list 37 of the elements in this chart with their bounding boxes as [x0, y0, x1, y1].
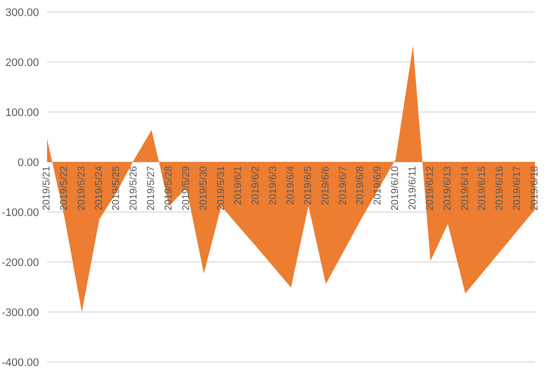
x-tick-label: 2019/5/29: [180, 166, 192, 210]
x-tick-label: 2019/5/23: [76, 166, 88, 210]
y-tick-label: -200.00: [2, 256, 39, 269]
x-tick-label: 2019/5/24: [94, 166, 105, 210]
x-tick-label: 2019/5/22: [58, 166, 70, 210]
x-tick-label: 2019/6/18: [530, 166, 540, 210]
x-tick-label: 2019/6/6: [320, 166, 332, 205]
x-tick-label: 2019/6/8: [355, 166, 366, 205]
y-tick-label: 100.00: [5, 106, 39, 119]
x-tick-label: 2019/6/14: [460, 166, 471, 210]
x-tick-label: 2019/6/12: [424, 166, 436, 210]
x-tick-label: 2019/5/26: [128, 166, 140, 210]
y-tick-label: -100.00: [2, 206, 39, 219]
x-tick-label: 2019/5/30: [198, 166, 210, 210]
x-tick-label: 2019/6/11: [408, 166, 418, 210]
x-tick-label: 2019/6/10: [390, 166, 402, 210]
y-tick-label: 200.00: [5, 56, 39, 69]
x-tick-label: 2019/6/1: [233, 166, 244, 205]
x-tick-label: 2019/6/15: [477, 166, 488, 210]
x-tick-label: 2019/6/9: [372, 166, 384, 205]
x-tick-label: 2019/5/25: [111, 166, 122, 210]
y-tick-label: -400.00: [2, 356, 39, 369]
x-tick-label: 2019/6/3: [268, 166, 280, 205]
y-tick-label: 300.00: [5, 6, 39, 19]
x-tick-label: 2019/6/4: [286, 166, 296, 205]
x-tick-label: 2019/6/7: [338, 166, 349, 205]
x-tick-label: 2019/5/28: [164, 166, 174, 210]
y-tick-label: 0.00: [18, 156, 39, 169]
x-tick-label: 2019/6/5: [302, 166, 314, 205]
x-tick-label: 2019/6/17: [512, 166, 524, 210]
x-tick-label: 2019/5/21: [42, 166, 52, 210]
x-tick-label: 2019/5/31: [216, 166, 227, 210]
x-tick-label: 2019/6/13: [442, 166, 454, 210]
x-tick-label: 2019/6/16: [494, 166, 506, 210]
x-tick-label: 2019/6/2: [250, 166, 262, 205]
y-tick-label: -300.00: [2, 306, 39, 319]
x-tick-label: 2019/5/27: [146, 166, 158, 210]
